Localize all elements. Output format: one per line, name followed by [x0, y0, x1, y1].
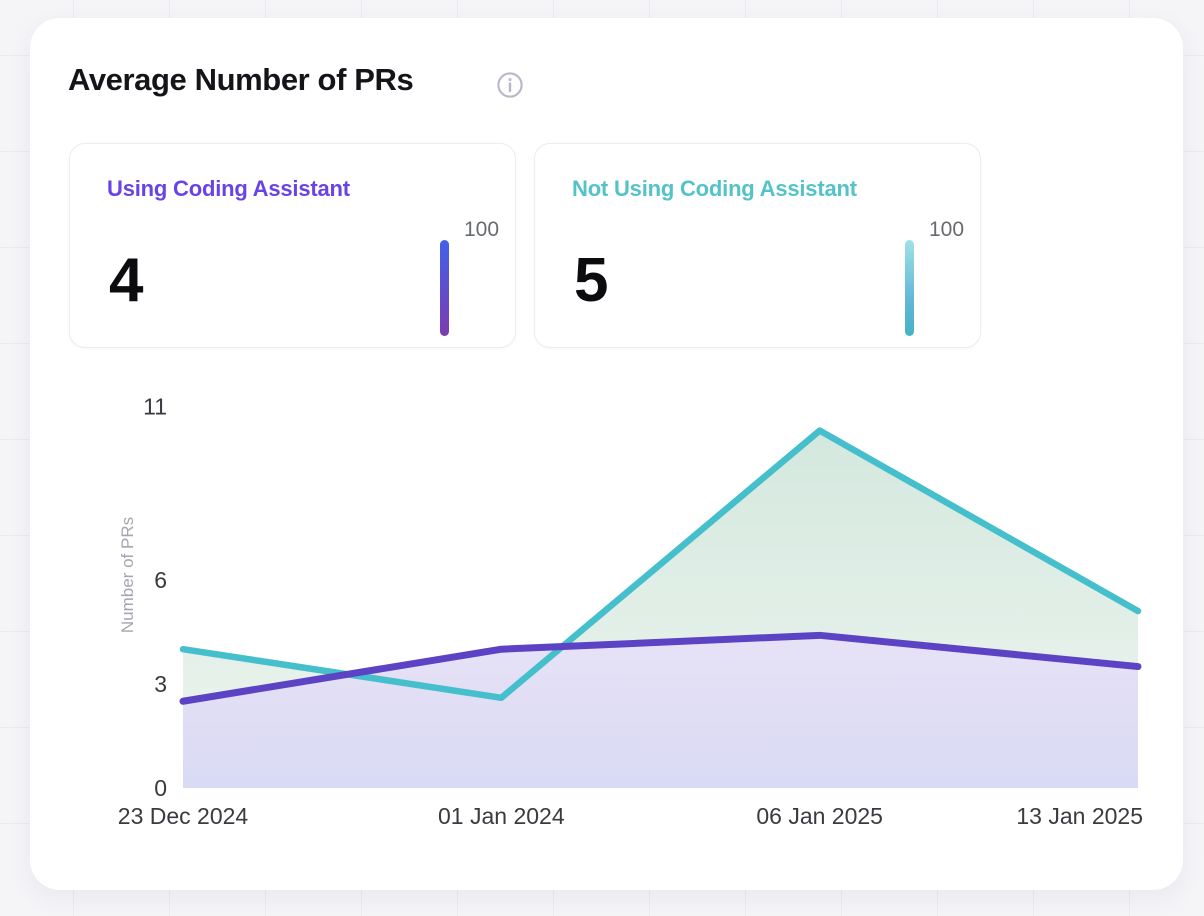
stat-card-not-using-coding-assistant: Not Using Coding Assistant 5 100 — [534, 143, 981, 348]
y-axis-title: Number of PRs — [118, 517, 137, 633]
stat-card-using-coding-assistant: Using Coding Assistant 4 100 — [69, 143, 516, 348]
stat-scale-max-label: 100 — [464, 218, 500, 241]
stat-scale-bar — [905, 240, 914, 336]
x-tick-label: 01 Jan 2024 — [438, 803, 565, 829]
analytics-card: Average Number of PRs Using Coding Assis… — [30, 18, 1183, 890]
stat-scale-max-label: 100 — [929, 218, 965, 241]
stat-label: Using Coding Assistant — [107, 176, 350, 201]
y-tick-label: 6 — [154, 567, 167, 593]
page-title: Average Number of PRs — [68, 62, 414, 97]
y-tick-label: 0 — [154, 775, 167, 801]
y-tick-label: 11 — [143, 393, 167, 419]
stat-scale-bar — [440, 240, 449, 336]
line-using-coding-assistant — [179, 631, 1142, 705]
prs-area-chart: 0 3 6 11 23 Dec 2024 01 Jan 2024 06 Jan 2025 13… — [118, 393, 1143, 829]
x-tick-label: 23 Dec 2024 — [118, 803, 249, 829]
stat-value: 5 — [574, 246, 609, 315]
y-tick-label: 3 — [154, 671, 167, 697]
stat-label: Not Using Coding Assistant — [572, 176, 857, 201]
x-tick-label: 06 Jan 2025 — [756, 803, 883, 829]
x-tick-label: 13 Jan 2025 — [1016, 803, 1143, 829]
area-using-coding-assistant — [183, 635, 1138, 788]
stat-value: 4 — [109, 246, 144, 315]
info-icon[interactable] — [496, 71, 524, 99]
